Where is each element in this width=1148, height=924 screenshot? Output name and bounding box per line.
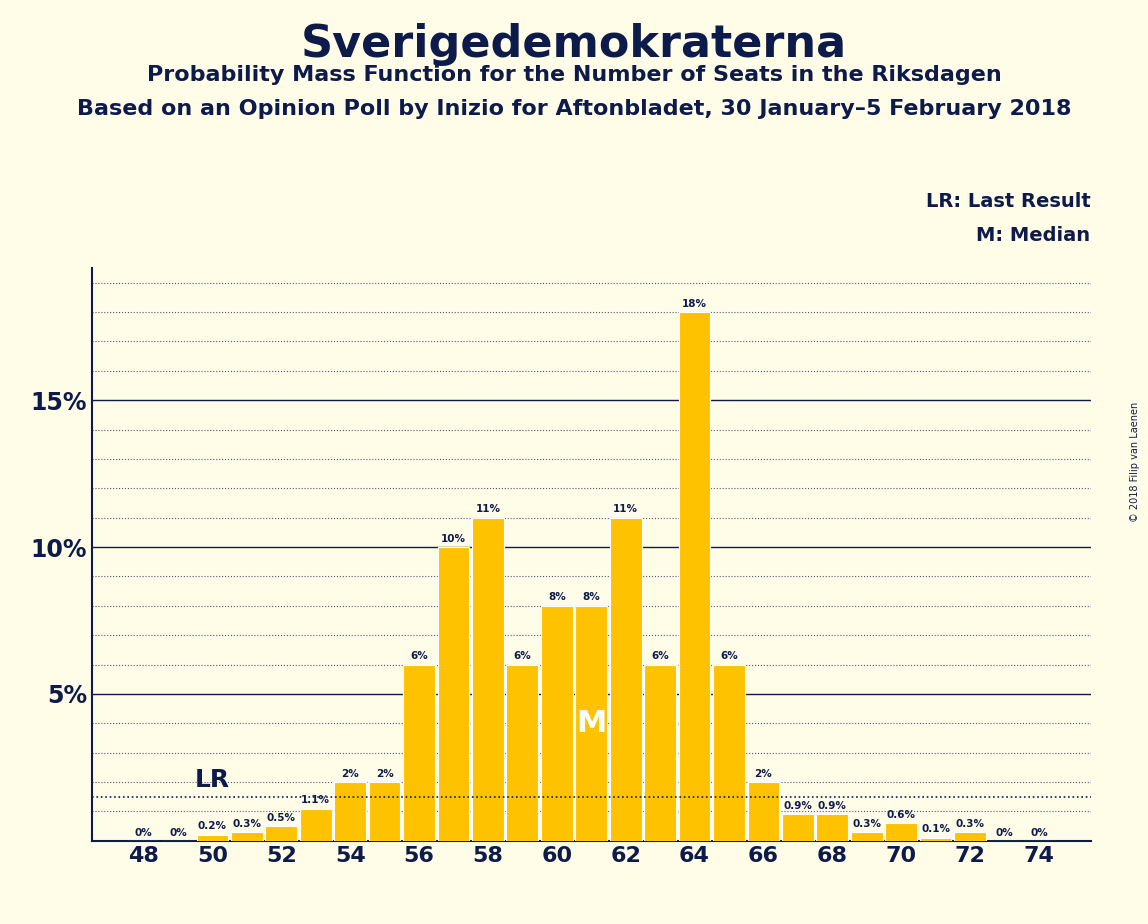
- Bar: [713, 664, 745, 841]
- Bar: [920, 838, 952, 841]
- Text: © 2018 Filip van Laenen: © 2018 Filip van Laenen: [1130, 402, 1140, 522]
- Text: 1.1%: 1.1%: [301, 795, 331, 805]
- Bar: [954, 832, 986, 841]
- Bar: [437, 547, 470, 841]
- Bar: [644, 664, 676, 841]
- Text: 0%: 0%: [995, 829, 1014, 838]
- Text: 2%: 2%: [754, 769, 773, 779]
- Text: 6%: 6%: [513, 651, 532, 661]
- Text: Based on an Opinion Poll by Inizio for Aftonbladet, 30 January–5 February 2018: Based on an Opinion Poll by Inizio for A…: [77, 99, 1071, 119]
- Text: 18%: 18%: [682, 298, 707, 309]
- Bar: [506, 664, 538, 841]
- Text: 8%: 8%: [548, 592, 566, 602]
- Text: 6%: 6%: [720, 651, 738, 661]
- Text: 0.6%: 0.6%: [886, 809, 916, 820]
- Bar: [541, 606, 573, 841]
- Bar: [885, 823, 917, 841]
- Text: M: Median: M: Median: [977, 226, 1091, 245]
- Text: 0.5%: 0.5%: [266, 812, 296, 822]
- Bar: [782, 814, 814, 841]
- Text: 6%: 6%: [651, 651, 669, 661]
- Text: 0%: 0%: [169, 829, 187, 838]
- Text: LR: Last Result: LR: Last Result: [925, 191, 1091, 211]
- Text: 2%: 2%: [341, 769, 359, 779]
- Text: 8%: 8%: [582, 592, 600, 602]
- Text: Sverigedemokraterna: Sverigedemokraterna: [301, 23, 847, 67]
- Bar: [196, 835, 228, 841]
- Text: 0.3%: 0.3%: [232, 819, 262, 829]
- Bar: [816, 814, 848, 841]
- Text: 10%: 10%: [441, 533, 466, 543]
- Text: Probability Mass Function for the Number of Seats in the Riksdagen: Probability Mass Function for the Number…: [147, 65, 1001, 85]
- Bar: [265, 826, 297, 841]
- Bar: [472, 517, 504, 841]
- Text: 0.1%: 0.1%: [921, 824, 951, 834]
- Bar: [610, 517, 642, 841]
- Bar: [334, 782, 366, 841]
- Text: 0.9%: 0.9%: [817, 801, 847, 811]
- Text: 0.3%: 0.3%: [852, 819, 882, 829]
- Bar: [403, 664, 435, 841]
- Bar: [851, 832, 883, 841]
- Bar: [300, 808, 332, 841]
- Text: 6%: 6%: [410, 651, 428, 661]
- Text: 0.9%: 0.9%: [783, 801, 813, 811]
- Text: 0.2%: 0.2%: [197, 821, 227, 832]
- Bar: [747, 782, 779, 841]
- Bar: [678, 312, 711, 841]
- Text: 0%: 0%: [134, 829, 153, 838]
- Text: 0.3%: 0.3%: [955, 819, 985, 829]
- Bar: [231, 832, 263, 841]
- Text: 0%: 0%: [1030, 829, 1048, 838]
- Bar: [369, 782, 401, 841]
- Bar: [575, 606, 607, 841]
- Text: LR: LR: [195, 769, 231, 793]
- Text: 11%: 11%: [475, 505, 501, 514]
- Text: 11%: 11%: [613, 505, 638, 514]
- Text: 2%: 2%: [375, 769, 394, 779]
- Text: M: M: [576, 709, 606, 738]
